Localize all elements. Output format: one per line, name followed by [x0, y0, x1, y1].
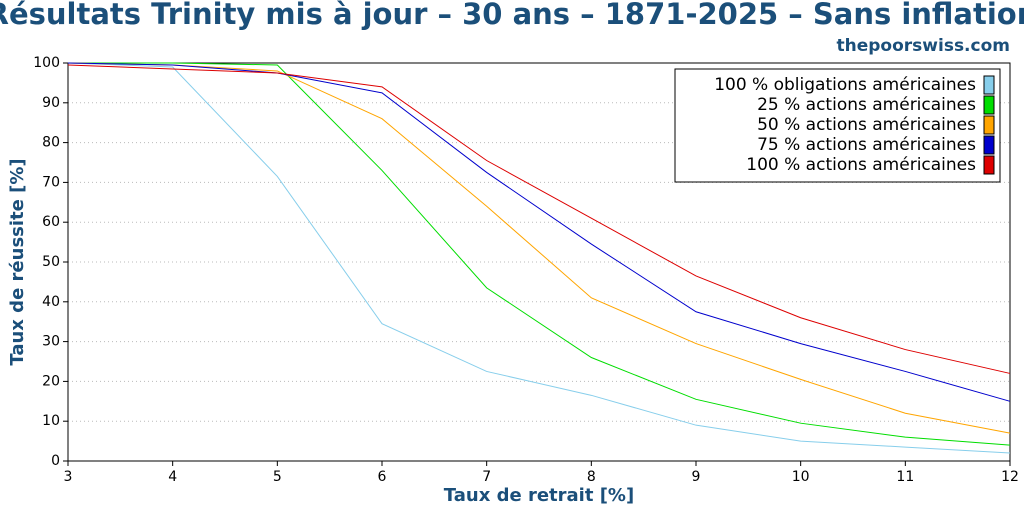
line-series: [67, 62, 1011, 454]
x-tick-label: 5: [273, 469, 282, 485]
legend-swatch: [983, 155, 995, 175]
line-series: [67, 62, 1011, 434]
y-tick-label: 40: [42, 294, 60, 310]
legend-swatch: [983, 95, 995, 115]
x-tick-label: 12: [1001, 469, 1019, 485]
legend-label: 100 % obligations américaines: [714, 75, 976, 95]
x-tick-label: 3: [64, 469, 73, 485]
x-tick-label: 11: [896, 469, 914, 485]
legend-swatch: [983, 115, 995, 135]
legend-label: 100 % actions américaines: [746, 155, 976, 175]
y-tick-label: 80: [42, 135, 60, 151]
x-tick-label: 7: [482, 469, 491, 485]
y-tick-label: 0: [51, 453, 60, 469]
legend-box: [674, 68, 1001, 183]
x-tick-label: 10: [792, 469, 810, 485]
x-tick-label: 4: [168, 469, 177, 485]
legend-label: 50 % actions américaines: [757, 115, 976, 135]
line-series: [68, 62, 1011, 446]
legend-label: 25 % actions américaines: [757, 95, 976, 115]
chart-title: Résultats Trinity mis à jour – 30 ans – …: [0, 0, 1024, 31]
chart-subtitle: thepoorswiss.com: [837, 36, 1011, 56]
y-tick-label: 30: [42, 334, 60, 350]
y-axis-label: Taux de réussite [%]: [7, 158, 28, 365]
plot-frame: [67, 62, 1011, 462]
legend-swatch: [983, 135, 995, 155]
x-tick-label: 8: [587, 469, 596, 485]
line-series: [67, 64, 1011, 374]
line-series: [67, 62, 1011, 402]
y-tick-label: 20: [42, 373, 60, 389]
y-tick-label: 70: [42, 174, 60, 190]
legend-label: 75 % actions américaines: [757, 135, 976, 155]
legend-swatch: [983, 75, 995, 95]
y-tick-label: 100: [33, 55, 60, 71]
x-tick-label: 9: [692, 469, 701, 485]
y-tick-label: 10: [42, 413, 60, 429]
y-tick-label: 60: [42, 214, 60, 230]
y-tick-label: 90: [42, 95, 60, 111]
x-tick-label: 6: [378, 469, 387, 485]
x-axis-label: Taux de retrait [%]: [444, 485, 634, 506]
y-tick-label: 50: [42, 254, 60, 270]
